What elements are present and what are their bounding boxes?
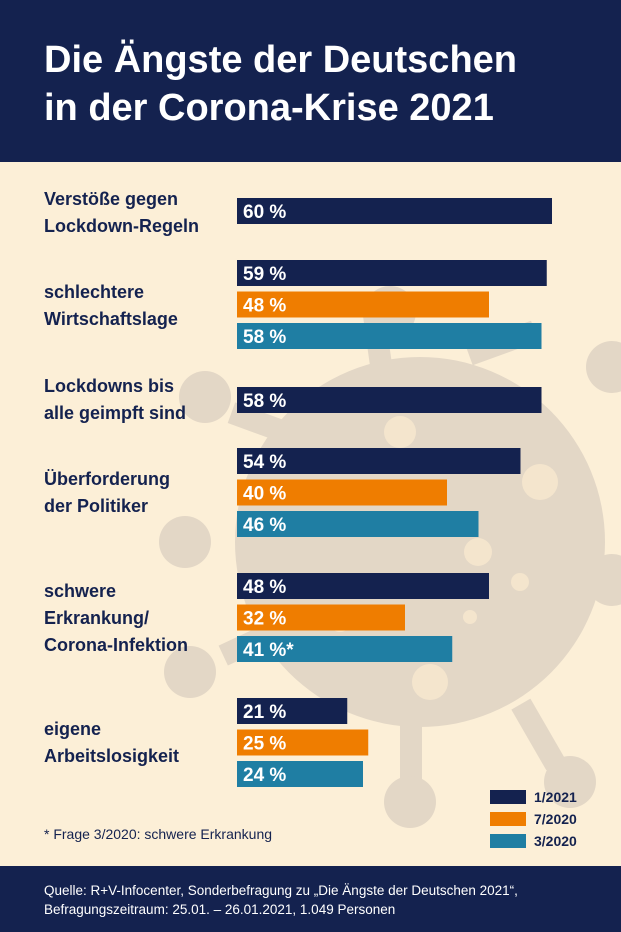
legend-swatch	[490, 834, 526, 848]
category-label-serious-illness: schwere Erkrankung/ Corona-Infektion	[44, 578, 188, 659]
category-label-line: eigene	[44, 719, 102, 739]
bar-value-label: 21 %	[243, 702, 286, 723]
source-line-1: Quelle: R+V-Infocenter, Sonderbefragung …	[44, 883, 518, 898]
legend-swatch	[490, 812, 526, 826]
legend-item-7-2020: 7/2020	[490, 809, 577, 829]
category-label-economy: schlechtere Wirtschaftslage	[44, 279, 178, 333]
category-label-line: Überforderung	[44, 469, 170, 489]
legend-label: 3/2020	[534, 833, 577, 849]
bar-1-3-2020	[237, 323, 542, 349]
category-label-politicians-overwhelmed: Überforderung der Politiker	[44, 466, 170, 520]
category-label-lockdown-violations: Verstöße gegen Lockdown-Regeln	[44, 186, 199, 240]
legend-swatch	[490, 790, 526, 804]
bar-value-label: 46 %	[243, 515, 286, 536]
category-label-unemployment: eigene Arbeitslosigkeit	[44, 716, 179, 770]
bar-3-3-2020	[237, 511, 479, 537]
category-label-line: der Politiker	[44, 496, 149, 516]
bar-3-1-2021	[237, 448, 521, 474]
bar-3-7-2020	[237, 479, 447, 506]
bar-value-label: 32 %	[243, 609, 286, 630]
bar-0-1-2021	[237, 198, 552, 224]
category-label-line: Wirtschaftslage	[44, 309, 178, 329]
legend-item-1-2021: 1/2021	[490, 787, 577, 807]
legend: 1/2021 7/2020 3/2020	[490, 787, 577, 853]
bar-4-7-2020	[237, 604, 405, 631]
header-band: Die Ängste der Deutschen in der Corona-K…	[0, 0, 621, 162]
chart-title-line-2: in der Corona-Krise 2021	[44, 87, 494, 129]
category-label-line: alle geimpft sind	[44, 403, 187, 423]
bar-value-label: 40 %	[243, 484, 286, 505]
bar-value-label: 41 %*	[243, 640, 294, 661]
bar-value-label: 25 %	[243, 734, 286, 755]
source-line-2: Befragungszeitraum: 25.01. – 26.01.2021,…	[44, 902, 396, 917]
category-label-line: Corona-Infektion	[44, 635, 188, 655]
category-label-line: Verstöße gegen	[44, 189, 179, 209]
category-label-line: Arbeitslosigkeit	[44, 746, 180, 766]
bar-5-3-2020	[237, 761, 363, 787]
bar-value-label: 48 %	[243, 577, 286, 598]
bar-value-label: 24 %	[243, 765, 286, 786]
bar-value-label: 54 %	[243, 452, 286, 473]
bar-1-7-2020	[237, 291, 489, 318]
category-label-lockdowns-until-vaccinated: Lockdowns bis alle geimpft sind	[44, 373, 186, 427]
bar-4-1-2021	[237, 573, 489, 599]
category-label-line: Lockdown-Regeln	[44, 216, 200, 236]
bar-value-label: 58 %	[243, 391, 286, 412]
legend-item-3-2020: 3/2020	[490, 831, 577, 851]
bar-4-3-2020	[237, 636, 453, 662]
bar-value-label: 48 %	[243, 296, 286, 317]
footnote: * Frage 3/2020: schwere Erkrankung	[44, 826, 273, 842]
category-label-line: Erkrankung/	[44, 608, 150, 628]
bar-value-label: 59 %	[243, 264, 286, 285]
bar-2-1-2021	[237, 387, 542, 413]
bar-1-1-2021	[237, 260, 547, 286]
source-footer: Quelle: R+V-Infocenter, Sonderbefragung …	[0, 866, 621, 932]
chart-title-line-1: Die Ängste der Deutschen	[44, 39, 517, 81]
bar-5-7-2020	[237, 729, 369, 756]
category-label-line: schlechtere	[44, 282, 145, 302]
legend-label: 7/2020	[534, 811, 577, 827]
legend-label: 1/2021	[534, 789, 577, 805]
bar-value-label: 60 %	[243, 202, 286, 223]
category-label-line: Lockdowns bis	[44, 376, 175, 396]
category-label-line: schwere	[44, 581, 117, 601]
bar-value-label: 58 %	[243, 327, 286, 348]
bar-5-1-2021	[237, 698, 348, 724]
